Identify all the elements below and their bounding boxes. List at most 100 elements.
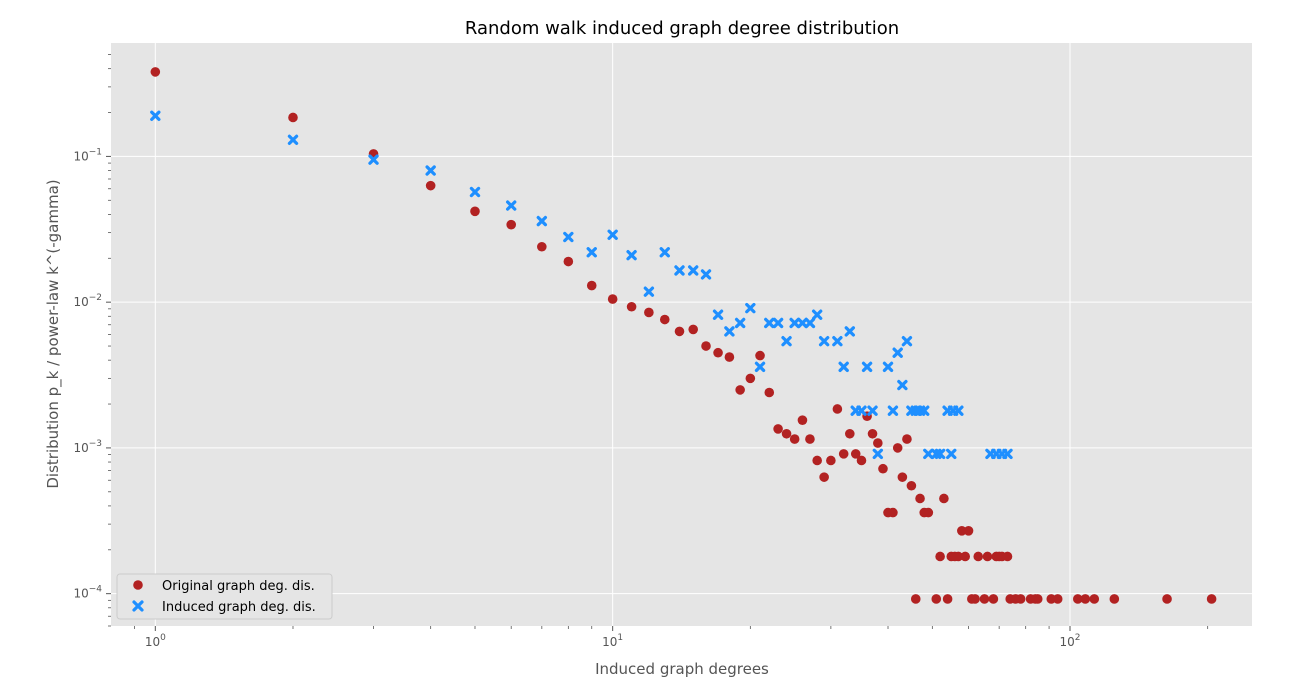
point-induced bbox=[425, 165, 436, 176]
point-original bbox=[150, 67, 161, 77]
point-original bbox=[910, 594, 921, 604]
point-original bbox=[850, 449, 861, 459]
x-tick-label: 100 bbox=[145, 633, 166, 649]
point-original bbox=[935, 551, 945, 562]
point-original bbox=[897, 472, 908, 482]
point-original bbox=[563, 256, 574, 267]
point-original bbox=[931, 594, 942, 604]
point-induced bbox=[861, 361, 873, 373]
point-original bbox=[979, 594, 990, 604]
point-original bbox=[838, 449, 849, 459]
point-induced bbox=[946, 448, 957, 460]
point-original bbox=[805, 434, 815, 444]
point-original bbox=[845, 428, 855, 439]
point-induced bbox=[754, 361, 766, 373]
point-induced bbox=[734, 317, 746, 329]
point-original bbox=[1002, 551, 1013, 562]
x-tick-label: 101 bbox=[602, 633, 623, 649]
point-original bbox=[506, 219, 517, 230]
legend-marker-induced bbox=[132, 600, 144, 612]
point-induced bbox=[536, 215, 548, 227]
point-induced bbox=[659, 247, 670, 258]
point-induced bbox=[789, 317, 800, 329]
point-original bbox=[470, 206, 480, 217]
x-axis-label: Induced graph degrees bbox=[595, 660, 769, 678]
point-original bbox=[819, 472, 829, 482]
point-original bbox=[781, 428, 792, 439]
point-induced bbox=[626, 250, 637, 261]
point-induced bbox=[934, 448, 946, 460]
point-original bbox=[1032, 594, 1043, 604]
point-induced bbox=[772, 317, 784, 329]
point-induced bbox=[832, 335, 843, 347]
point-induced bbox=[919, 405, 930, 416]
point-original bbox=[607, 294, 618, 304]
point-induced bbox=[674, 265, 685, 276]
point-induced bbox=[643, 286, 655, 297]
point-induced bbox=[368, 154, 379, 165]
point-induced bbox=[1002, 448, 1013, 460]
point-induced bbox=[818, 335, 830, 347]
x-tick-label: 102 bbox=[1059, 633, 1080, 649]
point-original bbox=[288, 112, 298, 123]
point-induced bbox=[953, 405, 964, 416]
y-tick-label: 10−3 bbox=[73, 439, 102, 455]
point-original bbox=[1162, 594, 1172, 604]
point-original bbox=[1109, 594, 1120, 604]
point-induced bbox=[687, 265, 699, 276]
point-original bbox=[915, 493, 925, 504]
legend-box bbox=[116, 573, 333, 620]
point-original bbox=[724, 352, 735, 362]
point-original bbox=[902, 434, 912, 444]
point-induced bbox=[712, 309, 724, 320]
point-original bbox=[906, 480, 917, 491]
point-original bbox=[982, 551, 993, 562]
point-original bbox=[537, 241, 547, 252]
point-induced bbox=[607, 229, 618, 240]
y-tick-label: 10−2 bbox=[73, 293, 102, 309]
point-original bbox=[888, 507, 898, 518]
point-original bbox=[644, 307, 654, 318]
chart-title: Random walk induced graph degree distrib… bbox=[465, 18, 899, 39]
point-original bbox=[963, 525, 974, 536]
point-induced bbox=[150, 110, 161, 121]
point-original bbox=[674, 326, 685, 337]
point-induced bbox=[887, 405, 899, 416]
point-original bbox=[873, 438, 883, 448]
point-original bbox=[812, 455, 822, 466]
point-original bbox=[892, 443, 903, 453]
point-induced bbox=[872, 448, 884, 460]
point-induced bbox=[797, 317, 808, 329]
point-original bbox=[942, 594, 953, 604]
point-original bbox=[957, 525, 967, 536]
y-tick-label: 10−4 bbox=[73, 585, 102, 601]
point-original bbox=[789, 434, 800, 444]
point-original bbox=[764, 387, 775, 398]
point-induced bbox=[804, 317, 816, 329]
point-original bbox=[1072, 594, 1083, 604]
point-original bbox=[923, 507, 934, 518]
point-original bbox=[1015, 594, 1026, 604]
point-original bbox=[856, 455, 867, 466]
point-induced bbox=[882, 361, 894, 373]
point-original bbox=[1089, 594, 1100, 604]
point-induced bbox=[745, 302, 756, 314]
point-original bbox=[626, 301, 637, 312]
point-induced bbox=[700, 269, 712, 280]
point-original bbox=[826, 455, 836, 466]
point-induced bbox=[923, 448, 934, 460]
point-original bbox=[745, 373, 756, 384]
point-original bbox=[773, 424, 783, 434]
point-induced bbox=[901, 335, 913, 347]
point-original bbox=[970, 594, 980, 604]
point-original bbox=[953, 551, 964, 562]
point-original bbox=[425, 180, 436, 191]
point-induced bbox=[892, 347, 903, 358]
point-induced bbox=[856, 405, 867, 416]
legend-label-induced: Induced graph deg. dis. bbox=[162, 600, 316, 615]
point-original bbox=[1206, 594, 1217, 604]
point-original bbox=[988, 594, 999, 604]
point-original bbox=[867, 428, 878, 439]
point-induced bbox=[867, 405, 878, 416]
point-original bbox=[973, 551, 984, 562]
